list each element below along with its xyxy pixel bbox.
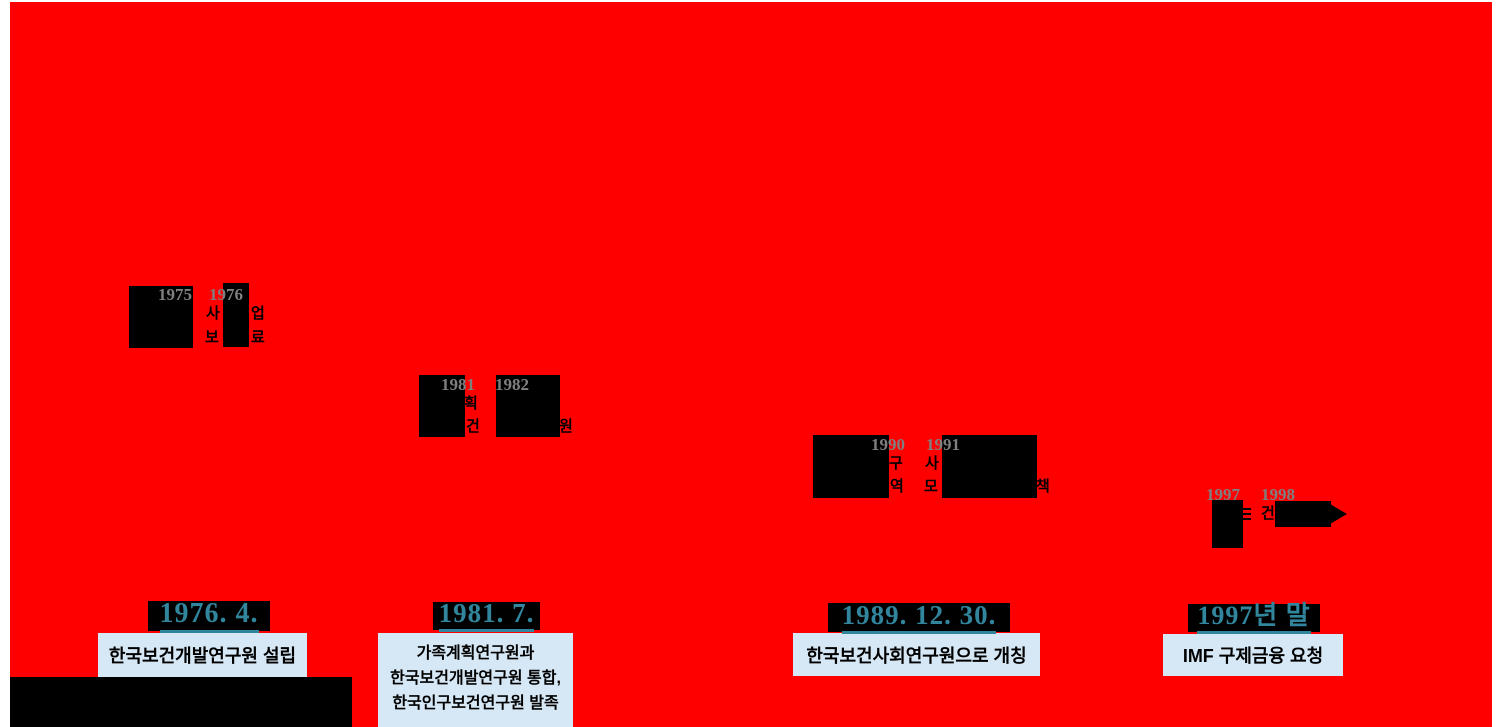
timeline-date-text: 1976. 4. (159, 599, 259, 633)
year-label-1998: 1998 (1261, 485, 1295, 504)
photo-placeholder-1997 (1212, 500, 1243, 548)
caption-fragment: 건 (1261, 505, 1275, 522)
photo-placeholder-1975 (129, 286, 193, 348)
caption-fragment: 책 (1036, 478, 1050, 495)
year-label-1981: 1981 (441, 375, 475, 394)
caption-fragment: 구 (889, 455, 903, 472)
timeline-date-1981-7: 1981. 7. (433, 600, 540, 632)
photo-placeholder-bottom-left (10, 677, 352, 727)
caption-fragment: 사 (206, 305, 220, 322)
callout-text-line: 가족계획연구원과 (416, 645, 535, 662)
timeline-arrow-icon (1330, 504, 1347, 524)
photo-placeholder-1991 (942, 435, 1037, 498)
timeline-date-1997-end: 1997년 말 (1188, 602, 1320, 634)
callout-text: 한국보건개발연구원 설립 (108, 646, 297, 666)
photo-placeholder-1982 (496, 375, 560, 437)
caption-fragment: 료 (251, 329, 265, 346)
caption-fragment: 보 (205, 329, 219, 346)
timeline-callout-1976: 한국보건개발연구원 설립 (98, 633, 307, 677)
timeline-callout-1981: 가족계획연구원과 한국보건개발연구원 통합, 한국인구보건연구원 발족 (378, 633, 573, 727)
caption-fragment: 업 (251, 305, 265, 322)
year-label-1976: 1976 (209, 285, 243, 304)
year-label-1975: 1975 (158, 285, 192, 304)
caption-fragment: 역 (890, 478, 904, 495)
timeline-date-text: 1989. 12. 30. (841, 601, 997, 634)
year-label-1991: 1991 (926, 435, 960, 454)
callout-text-line: 한국인구보건연구원 발족 (392, 695, 559, 712)
timeline-callout-1989: 한국보건사회연구원으로 개칭 (793, 633, 1040, 676)
photo-placeholder-1976 (223, 283, 249, 347)
caption-fragment: 건 (466, 418, 480, 435)
callout-text: IMF 구제금융 요청 (1182, 646, 1324, 666)
timeline-date-text: 1981. 7. (438, 600, 535, 632)
callout-text-line: 한국보건개발연구원 통합, (390, 670, 561, 687)
caption-fragment: 모 (924, 478, 938, 495)
timeline-date-text: 1997년 말 (1197, 602, 1311, 634)
caption-fragment: 원 (559, 418, 573, 435)
caption-fragment: 사 (925, 455, 939, 472)
photo-placeholder-1981 (419, 375, 465, 437)
timeline-callout-1997: IMF 구제금융 요청 (1163, 634, 1343, 676)
timeline-date-1976-4: 1976. 4. (148, 599, 270, 633)
year-label-1982: 1982 (495, 375, 529, 394)
photo-placeholder-1990 (813, 435, 889, 498)
callout-text: 한국보건사회연구원으로 개칭 (806, 645, 1027, 666)
photo-placeholder-1998 (1275, 501, 1331, 527)
year-label-1990: 1990 (871, 435, 905, 454)
caption-fragment (1243, 508, 1251, 521)
year-label-1997: 1997 (1206, 485, 1240, 504)
timeline-date-1989-12-30: 1989. 12. 30. (828, 601, 1010, 634)
caption-fragment: 획 (464, 395, 478, 412)
